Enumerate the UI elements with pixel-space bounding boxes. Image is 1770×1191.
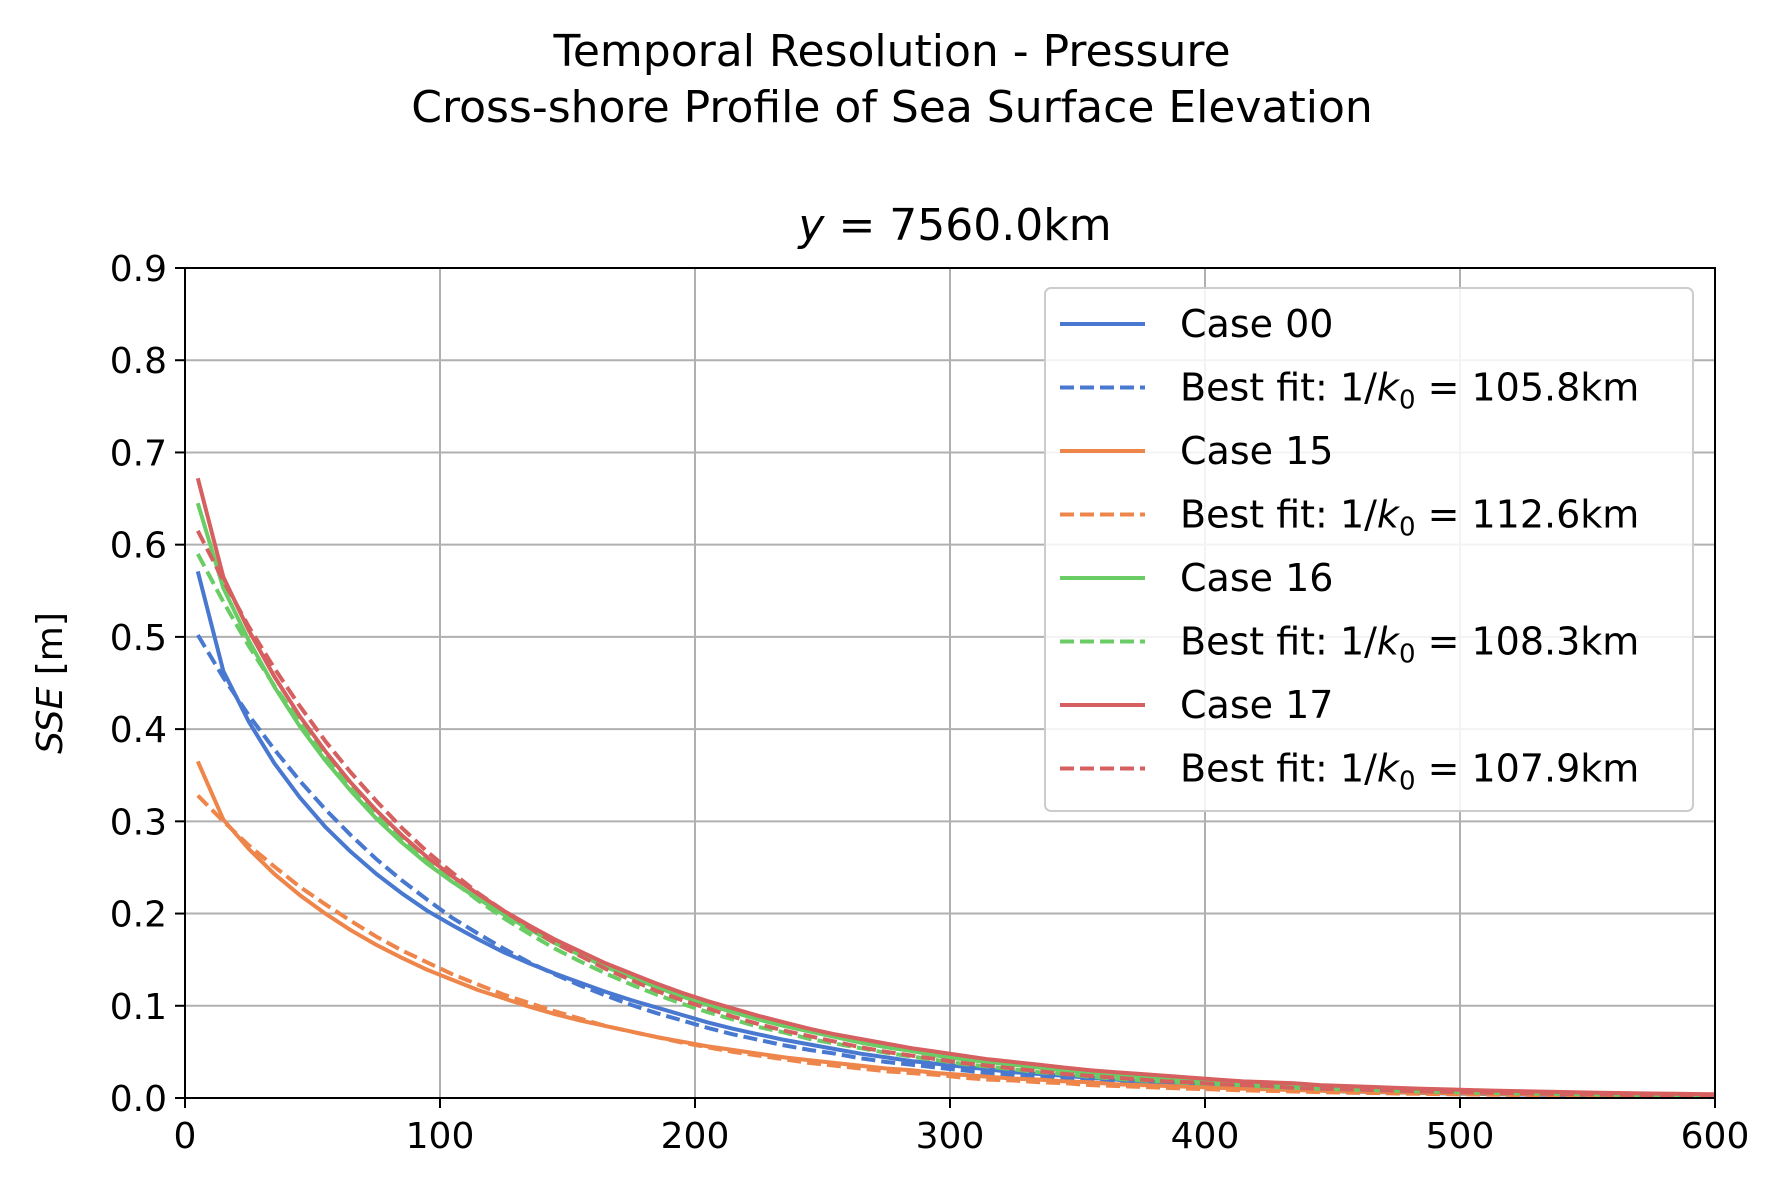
x-tick-label: 500 <box>1426 1116 1495 1157</box>
y-tick-label: 0.7 <box>110 433 167 474</box>
x-tick-label: 0 <box>174 1116 197 1157</box>
x-tick-label: 400 <box>1171 1116 1240 1157</box>
legend-label-subscript: 0 <box>1399 640 1416 670</box>
y-tick-label: 0.0 <box>110 1079 167 1120</box>
legend-label-text: = 108.3km <box>1415 620 1639 664</box>
y-tick-label: 0.1 <box>110 987 167 1028</box>
legend-label-text: = 107.9km <box>1415 747 1639 791</box>
y-tick-label: 0.2 <box>110 895 167 936</box>
legend-label-text: Best fit: 1/ <box>1180 493 1377 537</box>
legend-label-var: k <box>1377 747 1401 791</box>
x-tick-label: 100 <box>406 1116 475 1157</box>
series-line-7 <box>196 529 1715 1098</box>
y-tick-label: 0.9 <box>110 249 167 290</box>
legend-label-7: Best fit: 1/k0 = 107.9km <box>1180 747 1639 797</box>
legend-label-text: = 105.8km <box>1415 366 1639 410</box>
x-tick-label: 600 <box>1681 1116 1750 1157</box>
legend-label-5: Best fit: 1/k0 = 108.3km <box>1180 620 1639 670</box>
x-tick-label: 200 <box>661 1116 730 1157</box>
y-tick-label: 0.5 <box>110 618 167 659</box>
axes-title: y = 7560.0km <box>796 200 1111 251</box>
legend-label-var: k <box>1377 366 1401 410</box>
legend-label-text: Best fit: 1/ <box>1180 747 1377 791</box>
suptitle-line-1: Temporal Resolution - Pressure <box>552 26 1230 77</box>
legend-label-var: k <box>1377 493 1401 537</box>
y-axis-label-rest: [m] <box>30 612 71 687</box>
series-layer <box>195 477 1715 1098</box>
legend-label-text: Best fit: 1/ <box>1180 366 1377 410</box>
legend-label-6: Case 17 <box>1180 683 1333 727</box>
ticks: 0 100 200 300 400 500 600 0.0 0.1 0.2 0.3 0.4 0.5 0.6… <box>110 249 1750 1157</box>
y-axis-label-var: SSE <box>30 686 71 753</box>
legend-label-text: Best fit: 1/ <box>1180 620 1377 664</box>
legend-label-0: Case 00 <box>1180 302 1333 346</box>
legend-label-var: k <box>1377 620 1401 664</box>
y-tick-label: 0.6 <box>110 526 167 567</box>
legend-label-subscript: 0 <box>1399 386 1416 416</box>
axes-title-rest: = 7560.0km <box>824 200 1111 251</box>
legend-label-4: Case 16 <box>1180 556 1333 600</box>
axes-title-var: y <box>796 200 825 251</box>
x-tick-label: 300 <box>916 1116 985 1157</box>
legend-box <box>1044 287 1694 812</box>
y-tick-label: 0.4 <box>110 710 167 751</box>
y-tick-label: 0.3 <box>110 802 167 843</box>
legend-label-text: = 112.6km <box>1415 493 1639 537</box>
legend-label-3: Best fit: 1/k0 = 112.6km <box>1180 493 1639 543</box>
legend-label-2: Case 15 <box>1180 429 1333 473</box>
y-tick-label: 0.8 <box>110 341 167 382</box>
series-line-6 <box>195 477 1715 1097</box>
legend-label-subscript: 0 <box>1399 767 1416 797</box>
legend-label-subscript: 0 <box>1399 513 1416 543</box>
suptitle-line-2: Cross-shore Profile of Sea Surface Eleva… <box>411 82 1373 133</box>
y-axis-label: SSE [m] <box>30 612 71 754</box>
legend-label-1: Best fit: 1/k0 = 105.8km <box>1180 366 1639 416</box>
